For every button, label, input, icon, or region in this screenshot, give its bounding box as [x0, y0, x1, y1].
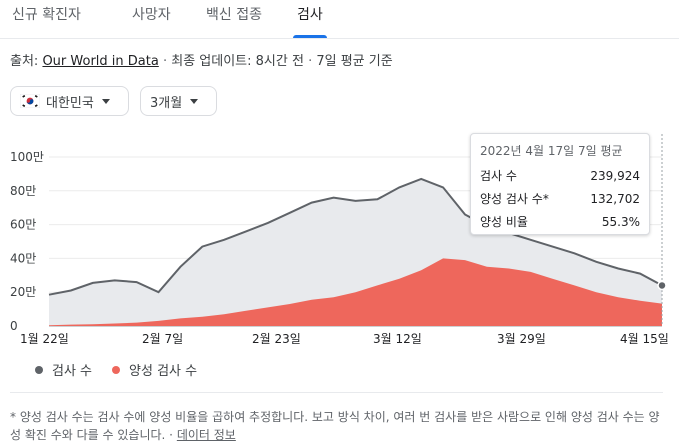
source-prefix: 출처:	[10, 54, 39, 69]
y-tick-label: 20만	[10, 285, 36, 299]
tooltip-value: 132,702	[590, 192, 640, 206]
divider	[10, 392, 663, 393]
x-tick-label: 3월 12일	[373, 332, 422, 346]
south-korea-flag-icon	[20, 94, 40, 108]
tab-vaccinations[interactable]: 백신 접종	[206, 0, 262, 36]
chart-tooltip: 2022년 4월 17일 7일 평균 검사 수 239,924 양성 검사 수* 1…	[470, 133, 650, 235]
tests-area-chart[interactable]: 100만 80만 60만 40만 20만 0 1월 22일 2월 7일 2월 23일 3월 12…	[0, 130, 679, 350]
tests-line	[48, 177, 663, 296]
source-link[interactable]: Our World in Data	[42, 54, 159, 69]
tab-label: 검사	[297, 7, 323, 23]
country-label: 대한민국	[46, 95, 94, 111]
source-line: 출처: Our World in Data · 최종 업데이트: 8시간 전 ·…	[10, 50, 393, 69]
data-info-link[interactable]: 데이터 정보	[176, 428, 236, 442]
average-basis: 7일 평균 기준	[316, 54, 393, 69]
tooltip-label: 양성 비율	[480, 215, 528, 229]
legend-dot-icon	[35, 365, 43, 374]
legend-label: 검사 수	[52, 364, 93, 379]
y-tick-label: 60만	[10, 218, 36, 232]
period-dropdown[interactable]: 3개월	[140, 86, 217, 116]
y-tick-label: 80만	[10, 184, 36, 198]
y-tick-label: 0	[10, 319, 18, 333]
tab-label: 백신 접종	[206, 7, 262, 23]
footnote: * 양성 검사 수는 검사 수에 양성 비율을 곱하여 추정합니다. 보고 방식…	[10, 408, 670, 444]
positive-tests-area	[49, 258, 662, 326]
country-dropdown[interactable]: 대한민국	[10, 86, 129, 116]
tab-bar: 신규 확진자 사망자 백신 접종 검사	[0, 0, 679, 39]
dropdown-caret-icon	[101, 98, 110, 104]
chart-legend: 검사 수 양성 검사 수	[35, 360, 217, 379]
hover-point-tests	[657, 280, 667, 291]
x-tick-label: 2월 23일	[252, 332, 301, 346]
tab-label: 신규 확진자	[12, 7, 81, 23]
tab-deaths[interactable]: 사망자	[132, 0, 171, 36]
tooltip-label: 양성 검사 수*	[480, 192, 549, 206]
tooltip-label: 검사 수	[480, 169, 517, 183]
tab-new-cases[interactable]: 신규 확진자	[12, 0, 81, 36]
y-tick-label: 100만	[10, 150, 44, 164]
x-tick-label: 4월 15일	[620, 332, 669, 346]
tooltip-row-positive: 양성 검사 수* 132,702	[480, 188, 640, 211]
separator: ·	[162, 54, 168, 69]
legend-item-positive: 양성 검사 수	[112, 360, 197, 379]
tab-label: 사망자	[132, 7, 171, 23]
x-tick-label: 1월 22일	[20, 332, 69, 346]
dropdown-caret-icon	[190, 98, 199, 104]
tab-tests[interactable]: 검사	[293, 0, 327, 38]
footnote-text: * 양성 검사 수는 검사 수에 양성 비율을 곱하여 추정합니다. 보고 방식…	[10, 410, 660, 442]
x-axis-ticks: 1월 22일 2월 7일 2월 23일 3월 12일 3월 29일 4월 15일	[20, 332, 669, 346]
x-tick-label: 3월 29일	[497, 332, 546, 346]
tooltip-title: 2022년 4월 17일 7일 평균	[480, 144, 623, 158]
period-label: 3개월	[150, 95, 183, 111]
last-updated: 최종 업데이트: 8시간 전	[171, 54, 304, 69]
tooltip-value: 55.3%	[601, 215, 640, 229]
separator: ·	[308, 54, 313, 69]
tooltip-row-tests: 검사 수 239,924	[480, 165, 640, 188]
active-tab-indicator	[293, 35, 327, 38]
legend-dot-icon	[112, 365, 121, 374]
y-axis-ticks: 100만 80만 60만 40만 20만 0	[10, 150, 44, 333]
tooltip-row-rate: 양성 비율 55.3%	[480, 211, 640, 234]
y-tick-label: 40만	[10, 251, 36, 265]
tooltip-value: 239,924	[590, 169, 640, 183]
x-tick-label: 2월 7일	[142, 332, 183, 346]
legend-item-tests: 검사 수	[35, 360, 92, 379]
legend-label: 양성 검사 수	[129, 364, 198, 379]
